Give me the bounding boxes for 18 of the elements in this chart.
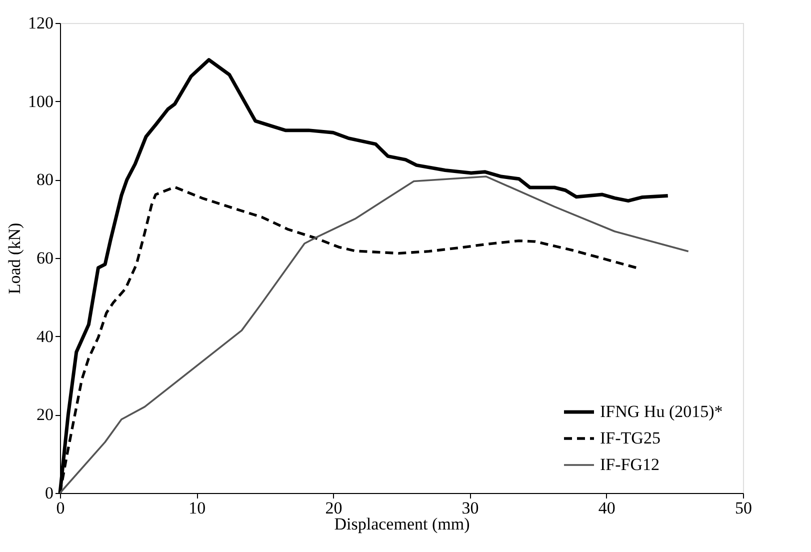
x-tick-label: 40 [598, 498, 616, 518]
x-tick-label: 50 [735, 498, 752, 518]
y-axis-title: Load (kN) [5, 222, 24, 294]
y-tick-label: 100 [28, 92, 54, 111]
y-tick-label: 20 [36, 405, 54, 424]
x-tick-label: 30 [462, 498, 479, 518]
legend-label: IFNG Hu (2015)* [600, 402, 723, 421]
y-tick-label: 0 [45, 484, 54, 502]
legend-label: IF-TG25 [600, 428, 660, 448]
y-tick-label: 80 [36, 170, 54, 190]
x-tick-label: 20 [325, 498, 342, 518]
x-tick-label: 10 [188, 498, 206, 518]
x-tick-label: 0 [56, 498, 65, 518]
y-tick-label: 60 [36, 248, 54, 268]
x-axis-title: Displacement (mm) [334, 514, 470, 534]
y-tick-label: 120 [28, 14, 54, 32]
legend-label: IF-FG12 [600, 455, 660, 474]
y-tick-label: 40 [36, 326, 54, 346]
